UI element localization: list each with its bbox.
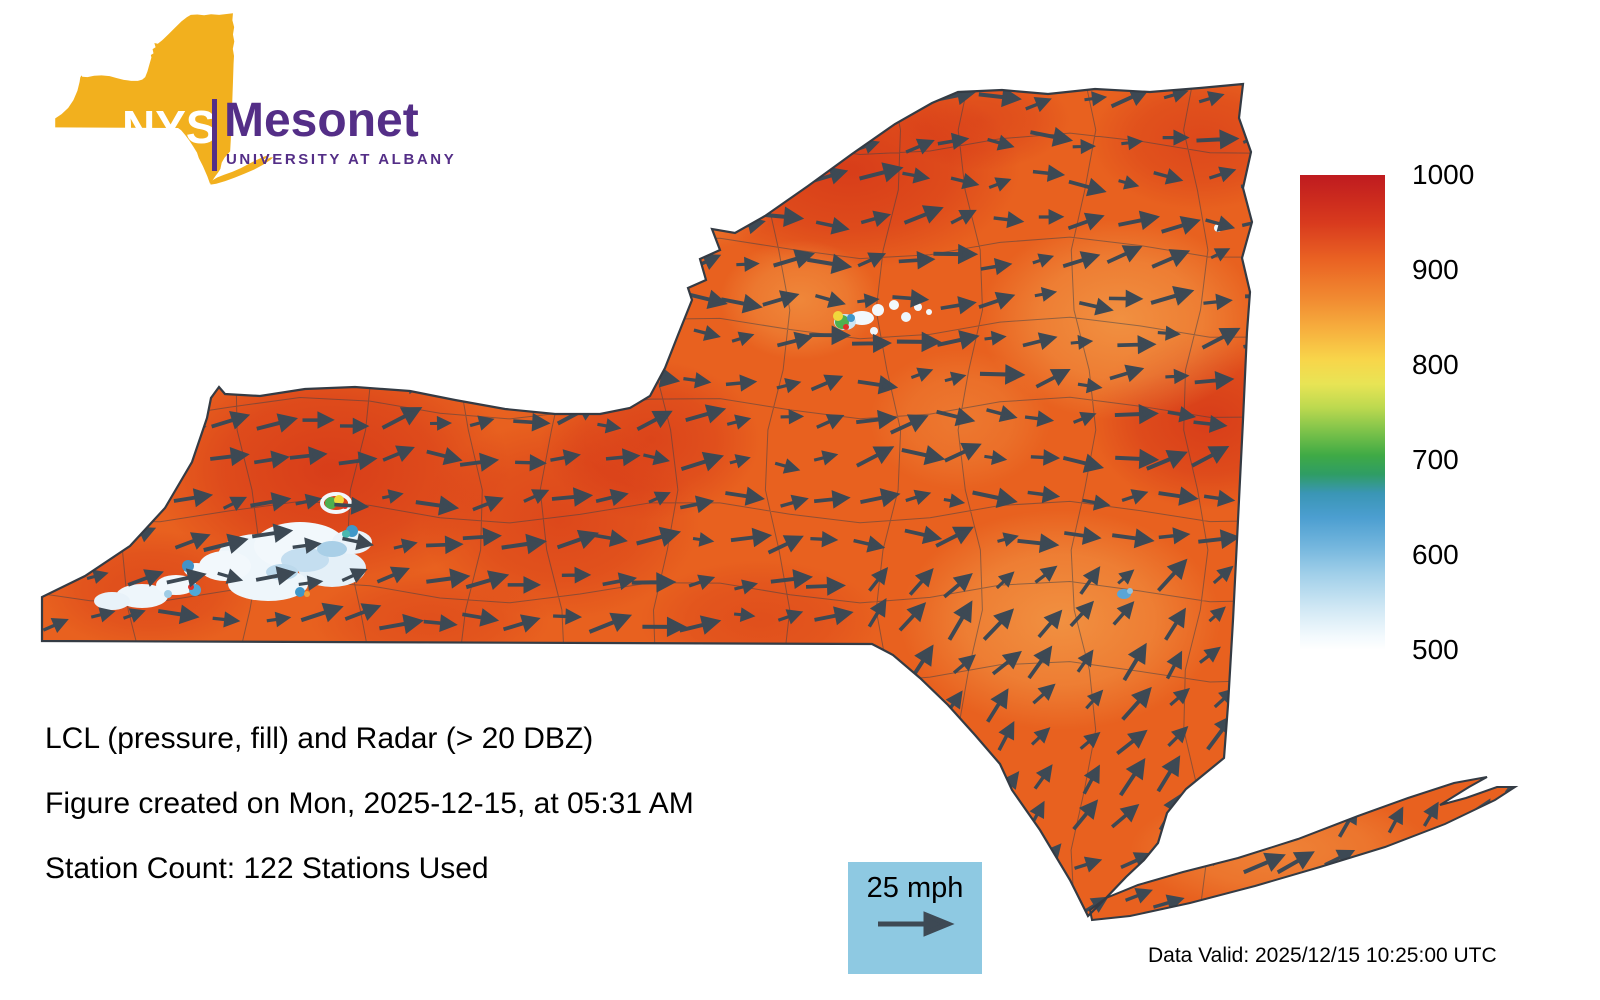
pressure-fill-shading: [42, 84, 1430, 910]
logo-acronym: NYS: [122, 101, 217, 153]
logo-divider: [212, 99, 217, 171]
wind-arrow-icon: [878, 911, 955, 937]
colorbar-tick: 700: [1412, 444, 1459, 475]
colorbar-gradient: [1300, 175, 1385, 650]
data-valid-text: Data Valid: 2025/12/15 10:25:00 UTC: [1148, 944, 1497, 967]
radar-dot-hudson: [1117, 588, 1133, 599]
colorbar-tick: 600: [1412, 539, 1459, 570]
logo-affiliation: UNIVERSITY AT ALBANY: [226, 151, 457, 168]
caption-variable: LCL (pressure, fill) and Radar (> 20 DBZ…: [45, 722, 594, 755]
caption-station-count: Station Count: 122 Stations Used: [45, 852, 489, 885]
wind-scale-legend: 25 mph: [848, 862, 982, 974]
colorbar-tick: 900: [1412, 254, 1459, 285]
colorbar-tick: 800: [1412, 349, 1459, 380]
radar-cluster-mohawk: [833, 300, 932, 335]
wind-scale-label: 25 mph: [866, 872, 964, 904]
logo-wordmark: Mesonet: [224, 94, 419, 147]
colorbar-tick: 1000: [1412, 159, 1475, 190]
caption-created: Figure created on Mon, 2025-12-15, at 05…: [45, 787, 694, 820]
colorbar: 1000 900 800 700 600 500: [1300, 159, 1474, 665]
colorbar-tick: 500: [1412, 634, 1459, 665]
